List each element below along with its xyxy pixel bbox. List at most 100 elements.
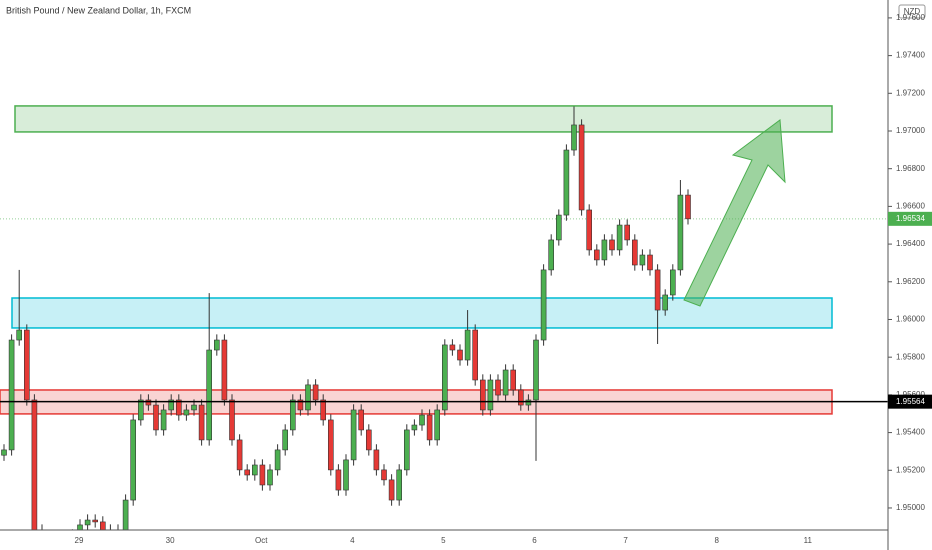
candle-body bbox=[153, 404, 159, 431]
candle-body bbox=[578, 124, 585, 211]
arrow bbox=[683, 119, 786, 307]
candle-body bbox=[525, 399, 532, 406]
candle-body bbox=[320, 399, 327, 421]
candle-body bbox=[92, 519, 98, 523]
currency-box bbox=[898, 4, 926, 19]
y-tick-label: 1.95800 bbox=[896, 352, 925, 361]
candle-body bbox=[138, 399, 144, 421]
y-tick-label: 1.97600 bbox=[896, 13, 925, 22]
candle-body bbox=[130, 419, 136, 501]
candle-body bbox=[685, 194, 691, 220]
candle-body bbox=[472, 329, 479, 381]
y-tick-label: 1.96600 bbox=[896, 202, 925, 211]
candle-body bbox=[350, 409, 357, 461]
candle-body bbox=[145, 399, 152, 406]
y-tick-label: 1.95600 bbox=[896, 390, 925, 399]
candle-body bbox=[214, 339, 220, 351]
candle-body bbox=[586, 209, 593, 251]
candle-body bbox=[517, 389, 524, 406]
candle-body bbox=[624, 224, 631, 241]
x-tick-label: 30 bbox=[166, 536, 175, 545]
candle-body bbox=[434, 409, 441, 441]
candle-body bbox=[609, 239, 615, 251]
candle-body bbox=[168, 399, 174, 411]
candle-body bbox=[510, 369, 517, 391]
candle-body bbox=[8, 339, 15, 451]
y-tick-label: 1.95000 bbox=[896, 503, 925, 512]
candle-body bbox=[411, 424, 418, 431]
level-label: 1.95564 bbox=[896, 397, 925, 406]
x-tick-label: Oct bbox=[255, 536, 268, 545]
candle-body bbox=[381, 469, 387, 481]
x-tick-label: 11 bbox=[804, 536, 813, 545]
candle-body bbox=[419, 414, 425, 426]
candle-body bbox=[533, 339, 539, 401]
candle-body bbox=[502, 369, 509, 396]
zone bbox=[14, 105, 833, 133]
y-tick-label: 1.96000 bbox=[896, 315, 925, 324]
y-tick-label: 1.97000 bbox=[896, 126, 925, 135]
candle-body bbox=[373, 449, 380, 471]
candle-body bbox=[487, 379, 494, 411]
candle-body bbox=[282, 429, 289, 451]
candle-body bbox=[84, 519, 91, 526]
candle-body bbox=[327, 419, 334, 471]
candle-body bbox=[388, 479, 395, 501]
candle-body bbox=[464, 329, 471, 361]
candle-body bbox=[571, 124, 577, 151]
candle-body bbox=[312, 384, 319, 401]
candle-body bbox=[191, 404, 197, 411]
x-tick-label: 7 bbox=[623, 536, 628, 545]
candle-body bbox=[441, 344, 448, 411]
last-price-label: 1.96534 bbox=[896, 214, 925, 223]
candle-body bbox=[426, 414, 433, 441]
candle-body bbox=[122, 499, 129, 530]
candle-body bbox=[631, 239, 638, 266]
candle-body bbox=[23, 329, 30, 401]
candle-body bbox=[540, 269, 547, 341]
candle-body bbox=[555, 214, 562, 241]
candle-body bbox=[639, 254, 646, 266]
candle-body bbox=[335, 469, 342, 491]
candle-body bbox=[31, 399, 38, 530]
y-tick-label: 1.97400 bbox=[896, 51, 925, 60]
x-tick-label: 8 bbox=[714, 536, 719, 545]
x-tick-label: 29 bbox=[75, 536, 84, 545]
candle-body bbox=[259, 464, 266, 486]
x-tick-label: 4 bbox=[350, 536, 355, 545]
candle-body bbox=[297, 399, 304, 411]
candle-body bbox=[183, 409, 190, 416]
candle-body bbox=[548, 239, 555, 271]
zone bbox=[11, 297, 833, 329]
candle-body bbox=[176, 399, 182, 416]
y-tick-label: 1.96200 bbox=[896, 277, 925, 286]
candle-body bbox=[677, 194, 684, 271]
candle-body bbox=[198, 404, 205, 441]
candle-body bbox=[206, 349, 212, 441]
chart-title: British Pound / New Zealand Dollar, 1h, … bbox=[6, 5, 191, 15]
candle-body bbox=[662, 294, 669, 311]
candle-body bbox=[252, 464, 258, 476]
candle-body bbox=[100, 521, 106, 530]
y-tick-label: 1.95400 bbox=[896, 428, 925, 437]
x-tick-label: 6 bbox=[532, 536, 537, 545]
candle-body bbox=[449, 344, 456, 351]
candle-body bbox=[647, 254, 653, 271]
y-tick-label: 1.95200 bbox=[896, 465, 925, 474]
last-price-box bbox=[888, 211, 932, 226]
candle-body bbox=[654, 269, 661, 311]
candle-body bbox=[479, 379, 486, 411]
candle-body bbox=[289, 399, 296, 431]
candle-body bbox=[365, 429, 372, 451]
currency: NZD bbox=[904, 7, 921, 16]
candle-body bbox=[396, 469, 403, 501]
plot-area bbox=[0, 105, 888, 530]
candle-body bbox=[358, 409, 365, 431]
candle-body bbox=[16, 329, 23, 341]
candle-body bbox=[160, 409, 167, 431]
y-tick-label: 1.96800 bbox=[896, 164, 925, 173]
candle-body bbox=[274, 449, 281, 471]
candle-body bbox=[1, 449, 7, 456]
